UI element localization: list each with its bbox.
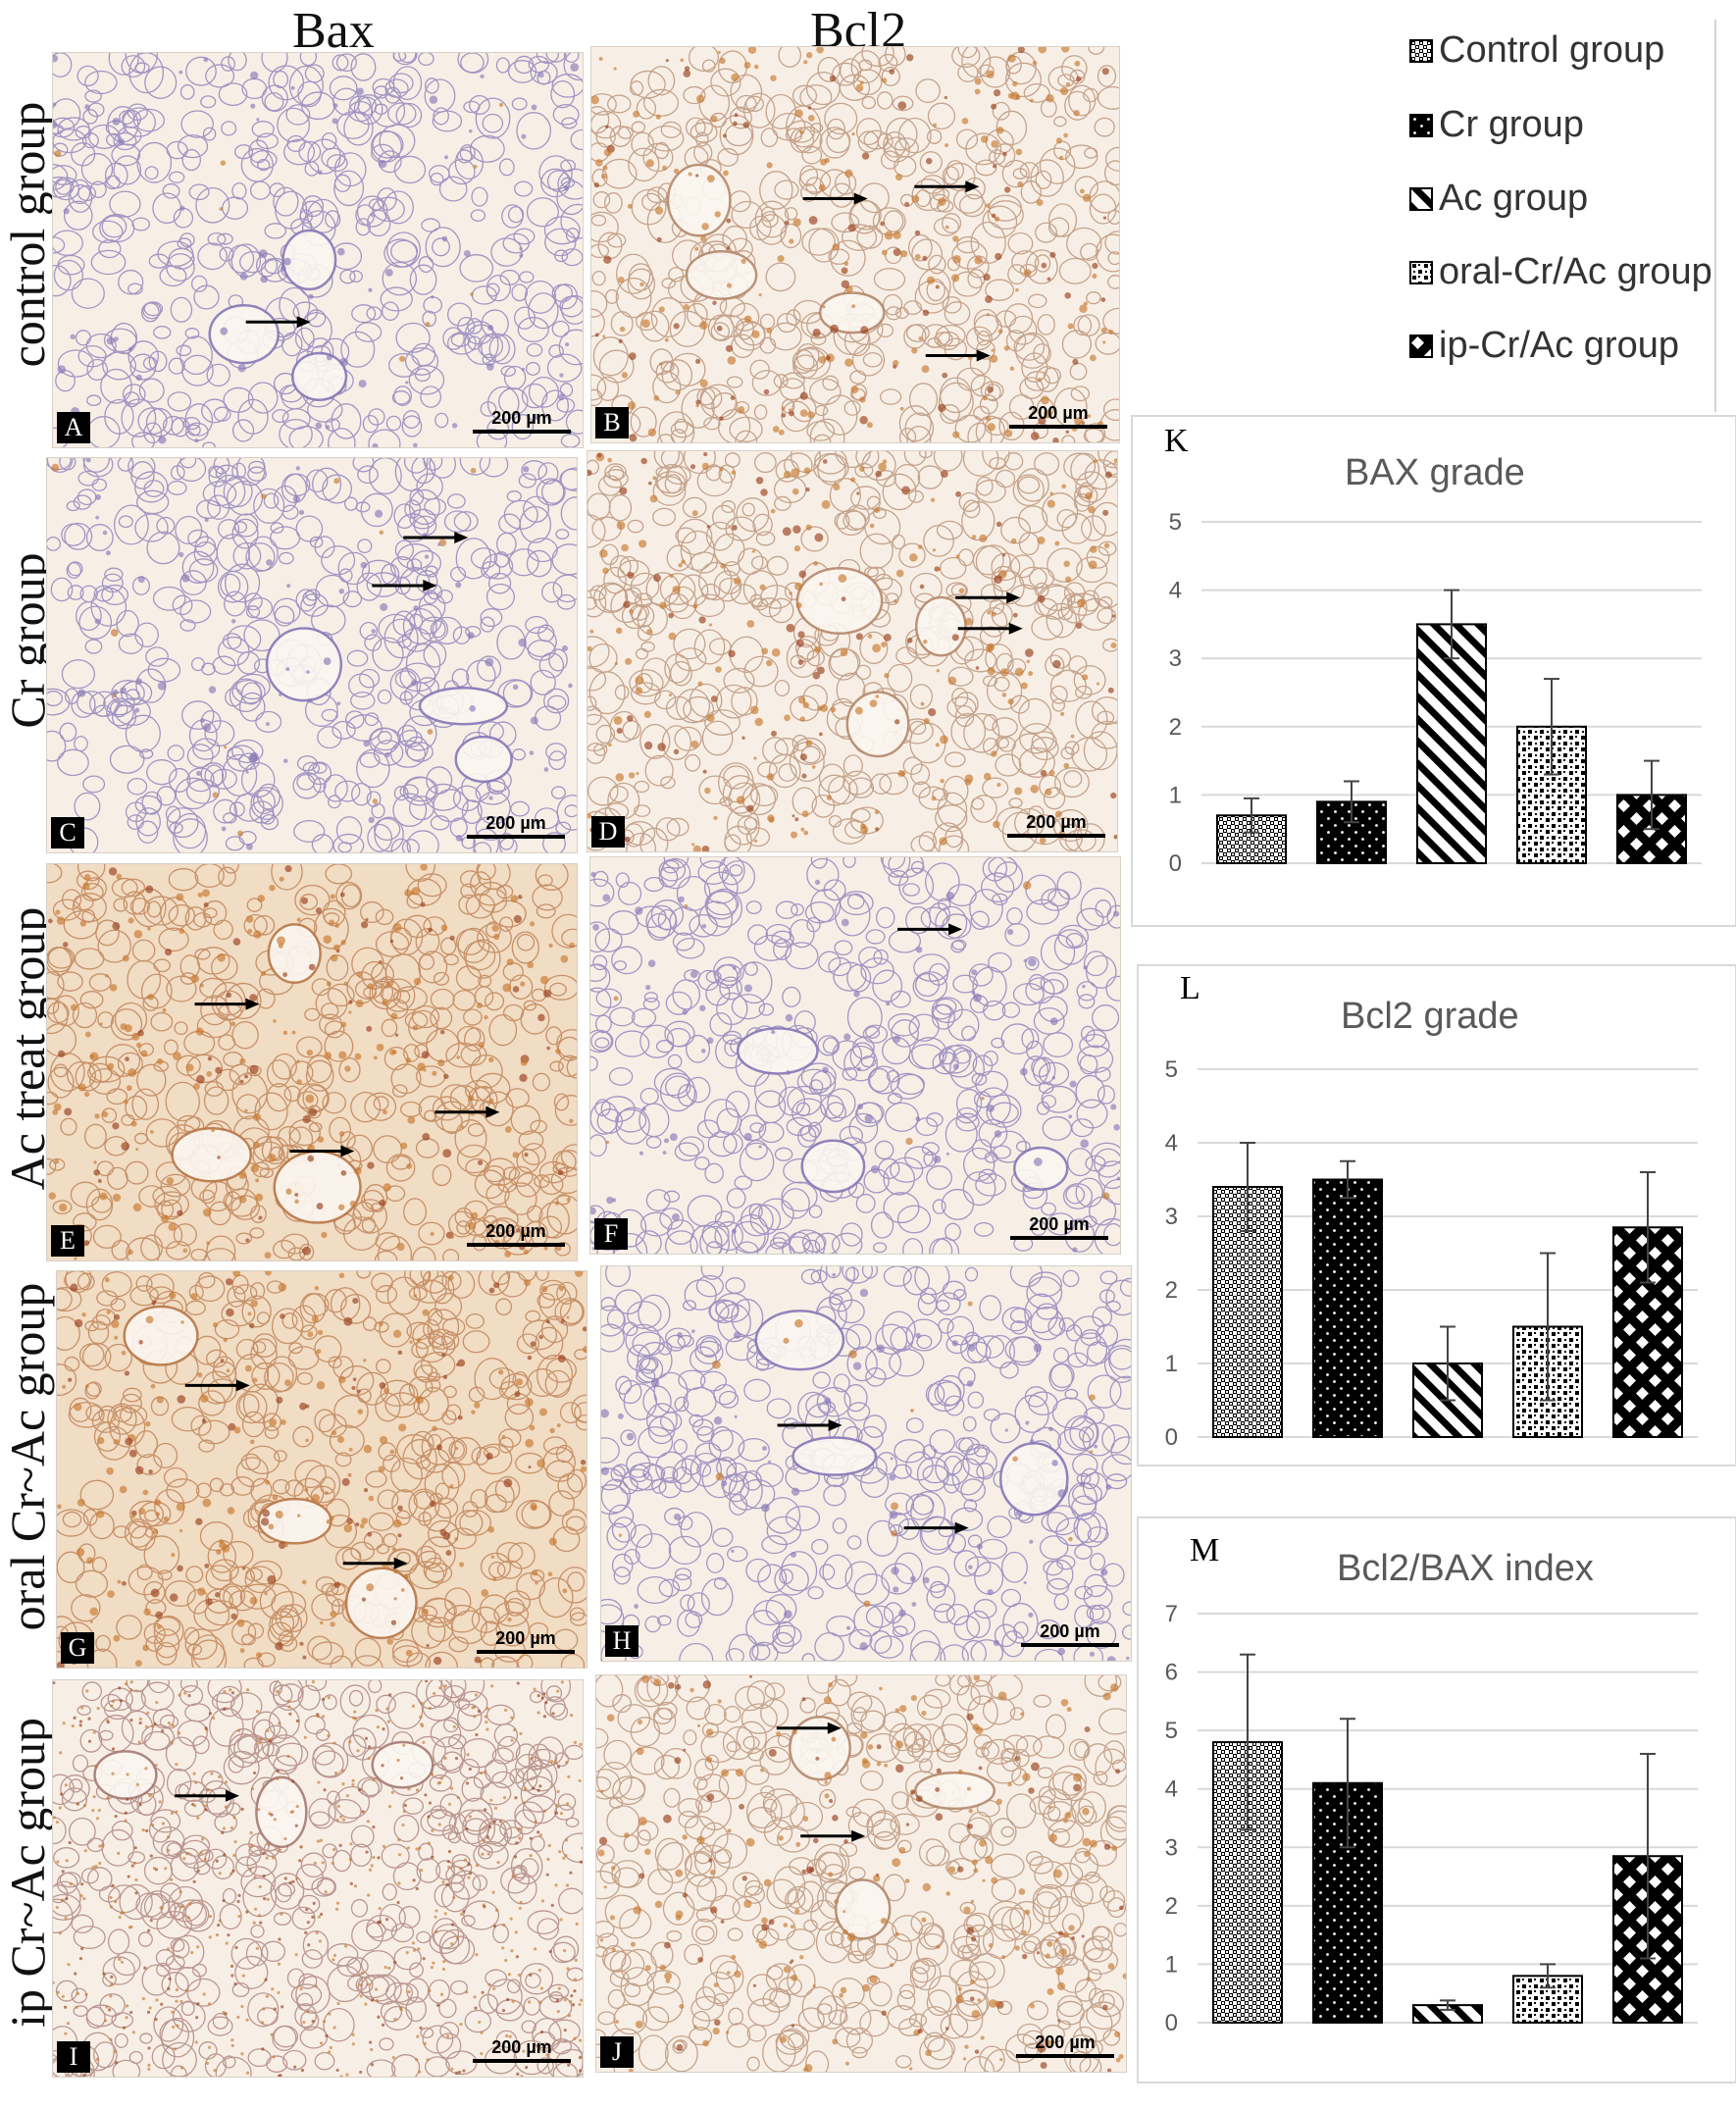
y-tick-label: 2 xyxy=(1165,1277,1178,1304)
micrograph-j-texture xyxy=(596,1675,1126,2072)
legend-item-oral: oral-Cr/Ac group xyxy=(1409,251,1712,293)
scale-text: 200 µm xyxy=(1009,403,1107,424)
micrograph-i-texture xyxy=(53,1680,583,2077)
bar-1 xyxy=(1313,1180,1382,1438)
micrograph-a: A 200 µm xyxy=(52,52,584,448)
y-tick-label: 5 xyxy=(1165,1056,1178,1083)
y-tick-label: 3 xyxy=(1165,1834,1178,1861)
micrograph-e-texture xyxy=(47,864,577,1260)
panel-label: B xyxy=(595,407,629,438)
panel-label: G xyxy=(61,1632,94,1664)
panel-label: C xyxy=(51,817,84,848)
micrograph-c: C 200 µm xyxy=(46,457,578,853)
y-tick-label: 4 xyxy=(1169,578,1182,604)
chart-k-plot: 0 1 2 3 4 5 xyxy=(1133,417,1735,925)
legend-swatch-ac xyxy=(1409,187,1433,211)
scale-text: 200 µm xyxy=(477,1628,575,1649)
scale-bar: 200 µm xyxy=(467,813,565,839)
chart-l-plot: 0 1 2 3 4 5 xyxy=(1139,966,1735,1465)
scale-text: 200 µm xyxy=(1010,1214,1108,1235)
y-tick-label: 2 xyxy=(1165,1893,1178,1920)
y-tick-label: 5 xyxy=(1165,1718,1178,1744)
legend-swatch-ip xyxy=(1409,334,1433,358)
micrograph-a-texture xyxy=(53,53,583,447)
legend-label: oral-Cr/Ac group xyxy=(1439,251,1712,293)
y-tick-label: 6 xyxy=(1165,1660,1178,1686)
legend-swatch-control xyxy=(1409,39,1433,63)
scale-bar: 200 µm xyxy=(1010,1214,1108,1240)
y-tick-label: 1 xyxy=(1165,1351,1178,1377)
micrograph-b-texture xyxy=(591,47,1119,442)
micrograph-g: G 200 µm xyxy=(56,1270,587,1669)
legend-label: Cr group xyxy=(1439,104,1584,146)
scale-bar: 200 µm xyxy=(1009,403,1107,429)
micrograph-i: I 200 µm xyxy=(52,1679,584,2078)
row-label-oral: oral Cr~Ac group xyxy=(0,1251,56,1663)
y-tick-label: 0 xyxy=(1165,1424,1178,1451)
scale-bar: 200 µm xyxy=(1007,812,1105,838)
legend-swatch-oral xyxy=(1409,261,1433,284)
scale-bar: 200 µm xyxy=(477,1628,575,1654)
micrograph-f-texture xyxy=(590,857,1120,1254)
legend-label: Control group xyxy=(1439,29,1664,72)
panel-label: H xyxy=(605,1625,638,1657)
scale-text: 200 µm xyxy=(1007,812,1105,833)
micrograph-d: D 200 µm xyxy=(587,450,1118,852)
chart-m-plot: 0 1 2 3 4 5 6 7 xyxy=(1139,1518,1735,2082)
legend-item-control: Control group xyxy=(1409,29,1664,72)
micrograph-j: J 200 µm xyxy=(595,1674,1127,2073)
micrograph-e: E 200 µm xyxy=(46,863,578,1261)
panel-label: J xyxy=(600,2036,634,2068)
legend-item-ip: ip-Cr/Ac group xyxy=(1409,325,1679,367)
y-tick-label: 4 xyxy=(1165,1130,1178,1157)
scale-text: 200 µm xyxy=(1016,2032,1114,2053)
y-tick-label: 3 xyxy=(1169,645,1182,672)
scale-text: 200 µm xyxy=(467,1221,565,1242)
scale-bar: 200 µm xyxy=(467,1221,565,1247)
y-tick-label: 1 xyxy=(1169,782,1182,808)
panel-label: A xyxy=(57,412,90,443)
panel-label: I xyxy=(57,2041,90,2073)
bar-2 xyxy=(1417,624,1486,863)
scale-text: 200 µm xyxy=(467,813,565,834)
legend: Control group Cr group Ac group oral-Cr/… xyxy=(1404,20,1716,412)
micrograph-h: H 200 µm xyxy=(600,1265,1132,1662)
legend-swatch-cr xyxy=(1409,114,1433,137)
scale-text: 200 µm xyxy=(473,408,571,429)
micrograph-c-texture xyxy=(47,458,577,852)
scale-bar: 200 µm xyxy=(473,408,571,434)
y-tick-label: 1 xyxy=(1165,1951,1178,1978)
legend-label: Ac group xyxy=(1439,178,1588,220)
scale-bar: 200 µm xyxy=(473,2037,571,2063)
row-label-control: control group xyxy=(0,58,56,411)
micrograph-h-texture xyxy=(601,1266,1131,1661)
legend-item-cr: Cr group xyxy=(1409,104,1584,146)
scale-text: 200 µm xyxy=(473,2037,571,2058)
scale-bar: 200 µm xyxy=(1016,2032,1114,2058)
micrograph-f: F 200 µm xyxy=(589,856,1121,1255)
scale-bar: 200 µm xyxy=(1021,1621,1119,1647)
y-tick-label: 4 xyxy=(1165,1776,1178,1803)
panel-label: E xyxy=(51,1225,84,1257)
y-tick-label: 0 xyxy=(1165,2010,1178,2036)
y-tick-label: 7 xyxy=(1165,1601,1178,1627)
panel-label: F xyxy=(594,1218,628,1250)
row-label-ip: ip Cr~Ac group xyxy=(0,1637,56,2108)
y-tick-label: 2 xyxy=(1169,714,1182,741)
legend-item-ac: Ac group xyxy=(1409,178,1588,220)
legend-label: ip-Cr/Ac group xyxy=(1439,325,1679,367)
scale-text: 200 µm xyxy=(1021,1621,1119,1642)
y-tick-label: 5 xyxy=(1169,509,1182,536)
micrograph-b: B 200 µm xyxy=(590,46,1120,443)
micrograph-d-texture xyxy=(587,451,1117,851)
y-tick-label: 3 xyxy=(1165,1204,1178,1230)
panel-label: D xyxy=(591,816,625,848)
y-tick-label: 0 xyxy=(1169,850,1182,877)
micrograph-g-texture xyxy=(57,1271,587,1668)
